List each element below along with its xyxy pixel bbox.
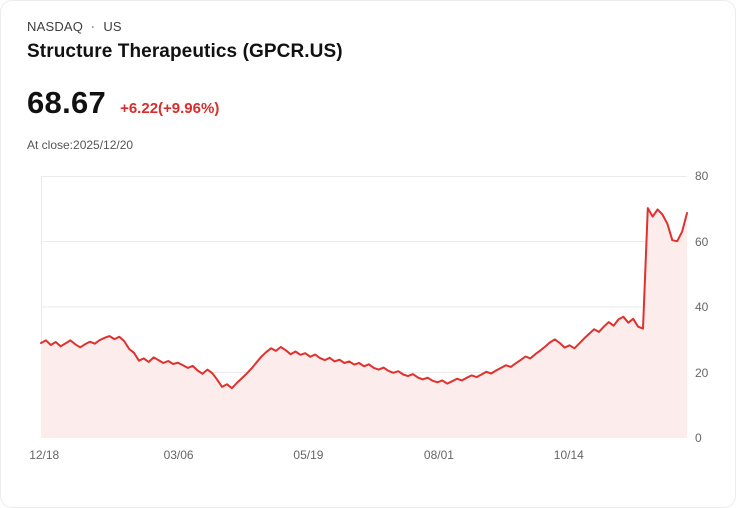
x-tick-label: 05/19 bbox=[293, 448, 324, 462]
x-tick-label: 03/06 bbox=[163, 448, 194, 462]
exchange-label: NASDAQ bbox=[27, 19, 84, 34]
exchange-row: NASDAQ · US bbox=[27, 19, 709, 34]
x-tick-label: 12/18 bbox=[29, 448, 60, 462]
y-tick-label: 0 bbox=[695, 431, 702, 445]
region-label: US bbox=[103, 19, 122, 34]
price-row: 68.67 +6.22(+9.96%) bbox=[27, 85, 709, 121]
x-tick-label: 10/14 bbox=[553, 448, 584, 462]
y-tick-label: 80 bbox=[695, 169, 709, 183]
y-tick-label: 40 bbox=[695, 300, 709, 314]
price-area bbox=[41, 208, 687, 438]
x-tick-label: 08/01 bbox=[423, 448, 454, 462]
stock-title: Structure Therapeutics (GPCR.US) bbox=[27, 41, 343, 62]
last-price: 68.67 bbox=[27, 85, 107, 120]
price-chart-svg bbox=[40, 176, 688, 438]
y-tick-label: 20 bbox=[695, 365, 709, 380]
price-line bbox=[40, 207, 688, 390]
y-tick-label: 60 bbox=[695, 234, 709, 249]
separator-dot: · bbox=[91, 19, 96, 34]
price-change: +6.22(+9.96%) bbox=[120, 100, 220, 117]
price-chart[interactable]: 0 20 40 60 80 12/18 03/06 05/19 08/01 10/14 bbox=[29, 169, 708, 462]
as-of-label: At close:2025/12/20 bbox=[27, 138, 134, 152]
